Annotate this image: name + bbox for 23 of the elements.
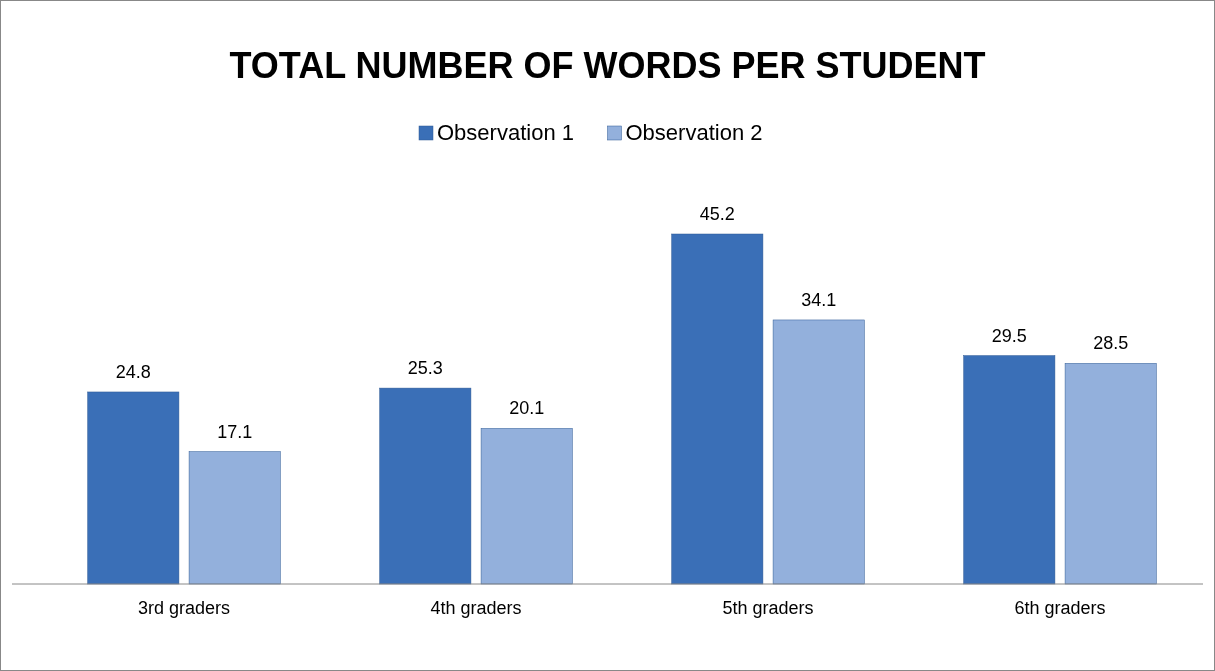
x-tick-label: 3rd graders — [137, 598, 231, 618]
bar — [379, 387, 472, 585]
bar — [671, 233, 764, 585]
data-label: 28.5 — [1093, 333, 1129, 354]
x-tick-label: 4th graders — [430, 598, 522, 618]
data-label: 17.1 — [217, 421, 253, 442]
data-label: 20.1 — [509, 398, 545, 419]
bar — [772, 319, 865, 585]
data-label: 24.8 — [115, 361, 151, 382]
bar — [963, 355, 1056, 585]
data-label: 34.1 — [801, 289, 837, 310]
data-label: 45.2 — [699, 204, 735, 224]
x-tick-label: 5th graders — [722, 598, 814, 618]
bar — [87, 391, 180, 585]
chart-title: TOTAL NUMBER OF WORDS PER STUDENT — [229, 45, 986, 86]
x-tick-label: 6th graders — [1014, 598, 1106, 618]
bar — [1064, 363, 1157, 585]
data-label: 25.3 — [407, 358, 443, 379]
bar — [480, 428, 573, 585]
bar — [188, 451, 281, 585]
legend-label: Observation 1 — [437, 120, 574, 145]
legend-label: Observation 2 — [625, 120, 763, 145]
data-label: 29.5 — [991, 325, 1027, 346]
